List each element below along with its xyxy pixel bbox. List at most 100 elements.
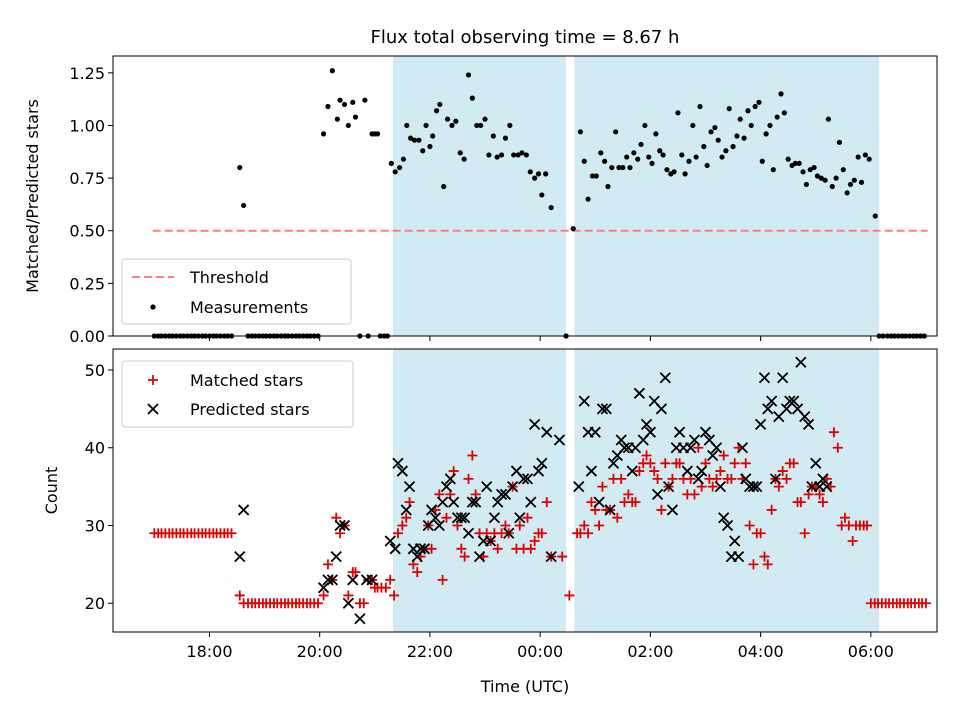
data-point [403, 480, 416, 493]
data-point [237, 164, 243, 171]
data-point [583, 528, 594, 539]
data-point [397, 164, 403, 171]
legend-label: Measurements [190, 298, 308, 317]
data-point [660, 152, 666, 158]
data-point [712, 124, 718, 131]
data-point [237, 504, 250, 516]
data-point [634, 466, 645, 477]
data-point [461, 156, 467, 162]
data-point [710, 442, 723, 454]
data-point [342, 597, 354, 609]
data-point [579, 520, 590, 531]
data-point [414, 543, 427, 555]
data-point [557, 551, 568, 562]
data-point [635, 156, 641, 162]
data-point [532, 465, 545, 477]
data-point [374, 131, 381, 137]
data-point [754, 418, 767, 431]
data-point [494, 154, 500, 160]
data-point [718, 512, 730, 524]
data-point [618, 442, 631, 454]
data-point [609, 164, 615, 171]
data-point [412, 567, 423, 578]
data-point [684, 442, 697, 454]
data-point [734, 133, 740, 139]
data-point [817, 473, 829, 485]
data-point [459, 512, 471, 524]
data-point [737, 116, 743, 122]
data-point [796, 160, 802, 166]
data-point [519, 150, 525, 156]
data-point [330, 550, 342, 563]
data-point [751, 480, 763, 493]
data-point [726, 473, 737, 484]
data-point [392, 169, 398, 175]
data-point [466, 496, 478, 508]
data-point [320, 131, 327, 137]
data-point [338, 519, 351, 532]
data-point [436, 496, 449, 508]
data-point [585, 465, 598, 477]
data-point [388, 160, 394, 166]
data-point [631, 150, 637, 156]
data-point [433, 519, 445, 532]
data-point [234, 550, 246, 563]
data-point [692, 473, 704, 485]
data-point [674, 458, 685, 469]
x-tick-label: 20:00 [297, 642, 343, 661]
data-point [418, 543, 431, 555]
data-point [800, 169, 806, 175]
data-point [847, 181, 854, 188]
data-point [682, 171, 688, 177]
data-point [457, 150, 463, 156]
data-point [532, 175, 538, 181]
data-point [389, 543, 401, 555]
data-point [851, 177, 857, 183]
data-point [759, 158, 765, 164]
legend-box [121, 258, 352, 325]
data-point [799, 411, 811, 423]
data-point [598, 150, 604, 156]
data-point [495, 488, 508, 501]
data-point [463, 473, 474, 484]
data-point [730, 143, 736, 150]
data-point [470, 496, 482, 508]
data-point [507, 122, 513, 129]
data-point [666, 504, 679, 516]
data-point [778, 91, 784, 97]
data-point [671, 169, 677, 175]
legend-matched-swatch [148, 375, 158, 385]
data-point [781, 110, 787, 116]
data-point [602, 158, 608, 164]
data-point [350, 99, 356, 105]
data-point [763, 131, 769, 137]
data-point [762, 403, 774, 415]
data-point [748, 559, 759, 570]
data-point [539, 192, 545, 198]
data-point [502, 135, 509, 141]
data-point [543, 171, 549, 177]
data-point [726, 106, 732, 112]
data-point [844, 190, 850, 196]
data-point [679, 152, 685, 158]
data-point [325, 103, 331, 110]
data-point [441, 512, 452, 523]
data-point [482, 116, 488, 122]
data-point [420, 148, 426, 154]
data-point [795, 356, 807, 368]
data-point [514, 520, 525, 531]
legend-box [121, 360, 354, 428]
data-point [400, 504, 412, 516]
data-point [652, 473, 663, 484]
data-point [604, 504, 616, 516]
data-point [548, 204, 554, 211]
data-point [447, 496, 460, 508]
data-point [313, 598, 324, 609]
data-point [397, 520, 408, 531]
data-point [616, 164, 622, 171]
data-point [605, 183, 611, 190]
data-point [455, 512, 467, 524]
data-point [781, 473, 792, 484]
data-point [664, 167, 670, 173]
data-point [840, 167, 846, 173]
